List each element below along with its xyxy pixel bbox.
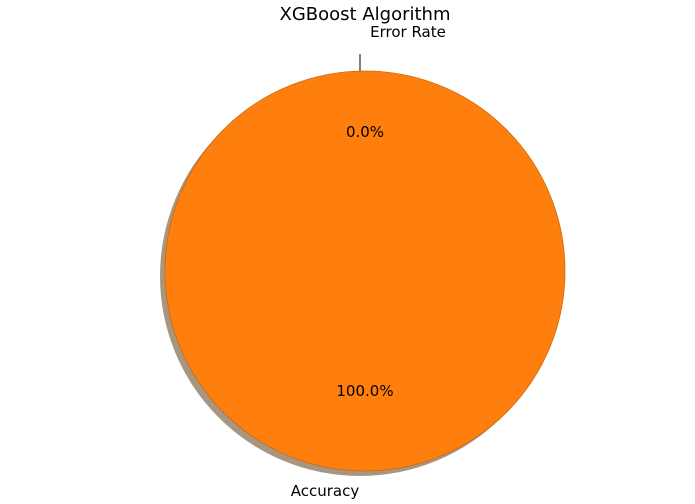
slice-pct-accuracy: 100.0% — [336, 382, 393, 400]
slice-label-error-rate: Error Rate — [370, 23, 446, 41]
chart-title: XGBoost Algorithm — [280, 4, 451, 25]
pie-slice-accuracy[interactable] — [164, 70, 566, 472]
slice-pct-error-rate: 0.0% — [346, 123, 384, 141]
slice-label-accuracy: Accuracy — [291, 482, 360, 500]
